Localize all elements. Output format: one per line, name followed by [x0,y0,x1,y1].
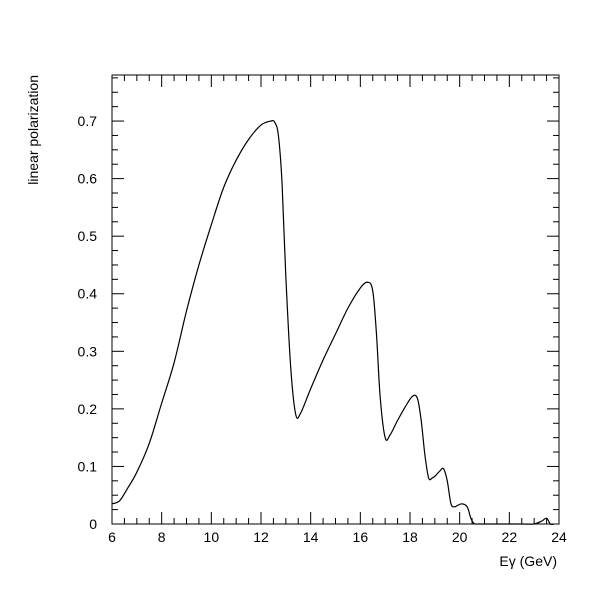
x-axis-tick-labels: 6 8 10 12 14 16 18 20 22 24 [108,529,567,545]
x-tick-label: 24 [551,529,567,545]
x-tick-label: 6 [108,529,116,545]
y-tick-label: 0.4 [78,286,98,302]
y-tick-label: 0.7 [78,113,98,129]
x-tick-label: 12 [253,529,269,545]
y-tick-label: 0.5 [78,228,98,244]
x-tick-label: 20 [452,529,468,545]
y-axis-ticks [112,77,559,525]
y-tick-label: 0 [89,516,97,532]
x-tick-label: 16 [353,529,369,545]
x-tick-label: 22 [502,529,518,545]
y-tick-label: 0.1 [78,458,98,474]
x-axis-ticks [111,75,560,524]
x-tick-label: 8 [158,529,166,545]
x-tick-label: 10 [204,529,220,545]
y-axis-title: linear polarization [25,75,41,185]
series-line [111,119,555,526]
y-tick-label: 0.6 [78,171,98,187]
y-axis-tick-labels: 0 0.1 0.2 0.3 0.4 0.5 0.6 0.7 [78,113,98,532]
x-tick-label: 18 [402,529,418,545]
x-tick-label: 14 [303,529,319,545]
plot-frame [111,74,560,525]
y-tick-label: 0.2 [78,401,98,417]
x-axis-title: Eγ (GeV) [499,553,557,569]
y-tick-label: 0.3 [78,343,98,359]
